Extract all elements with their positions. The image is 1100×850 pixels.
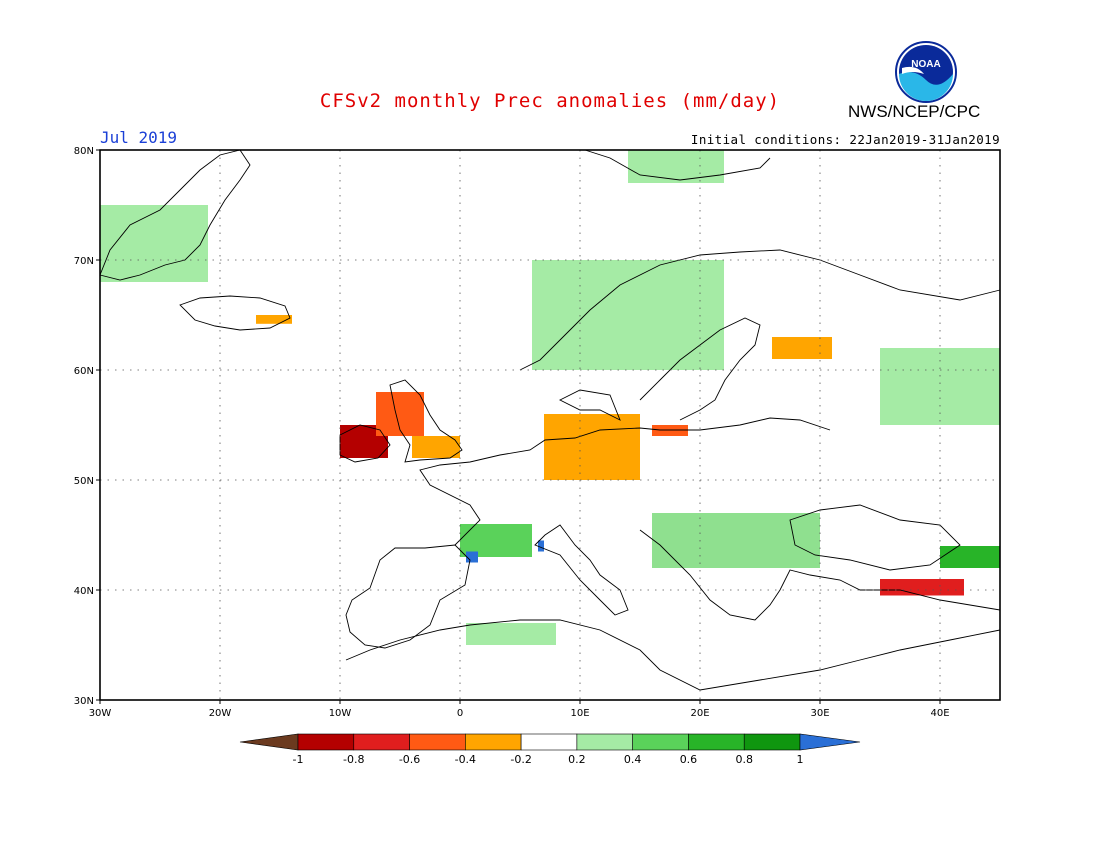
anomaly-cell (100, 205, 208, 282)
lon-label: 10W (329, 708, 352, 719)
colorbar-box (576, 733, 633, 751)
colorbar: -1 -0.8 -0.6 -0.4 -0.2 0.2 0.4 0.6 0.8 1 (239, 733, 861, 766)
lat-label: 50N (74, 476, 94, 487)
map-title: CFSv2 monthly Prec anomalies (mm/day) (319, 90, 781, 112)
anomaly-cell (466, 551, 478, 563)
anomaly-cells (100, 150, 1000, 645)
anomaly-cell (412, 436, 460, 458)
lat-label: 60N (74, 366, 94, 377)
anomaly-cell (652, 425, 688, 436)
anomaly-cell (880, 579, 964, 596)
anomaly-cell (940, 546, 1000, 568)
colorbar-box (297, 733, 355, 751)
lat-lon-grid (100, 150, 1000, 700)
colorbar-label: 1 (797, 753, 804, 766)
colorbar-box (465, 733, 522, 751)
colorbar-box (688, 733, 745, 751)
anomaly-cell (466, 623, 556, 645)
lon-label: 30E (810, 708, 829, 719)
anomaly-cell (256, 315, 292, 324)
lon-label: 40E (930, 708, 949, 719)
colorbar-label: 0.8 (735, 753, 753, 766)
lat-label: 30N (74, 696, 94, 707)
anomaly-cell (772, 337, 832, 359)
noaa-logo: NOAA (895, 41, 957, 103)
colorbar-low-arrow (239, 733, 299, 751)
lat-label: 70N (74, 256, 94, 267)
colorbar-label: 0.2 (568, 753, 586, 766)
colorbar-high-arrow (799, 733, 861, 751)
noaa-logo-text: NOAA (911, 59, 940, 70)
lon-label: 20W (209, 708, 232, 719)
colorbar-label: -0.6 (399, 753, 420, 766)
anomaly-cell (544, 414, 640, 480)
colorbar-label: -0.2 (510, 753, 531, 766)
lat-label: 40N (74, 586, 94, 597)
colorbar-box (743, 733, 801, 751)
colorbar-label: 0.4 (624, 753, 642, 766)
anomaly-cell (538, 540, 544, 552)
month-label: Jul 2019 (100, 128, 178, 147)
colorbar-label: 0.6 (680, 753, 698, 766)
initial-conditions-label: Initial conditions: 22Jan2019-31Jan2019 (690, 132, 1000, 147)
lat-label: 80N (74, 146, 94, 157)
lon-label: 30W (89, 708, 112, 719)
colorbar-label: -0.8 (343, 753, 364, 766)
lon-label: 20E (690, 708, 709, 719)
agency-label: NWS/NCEP/CPC (848, 102, 981, 121)
colorbar-box (409, 733, 466, 751)
colorbar-box (632, 733, 689, 751)
colorbar-box (520, 733, 578, 751)
anomaly-cell (532, 260, 724, 370)
anomaly-cell (652, 513, 820, 568)
coastlines (99, 149, 1001, 691)
colorbar-label: -0.4 (455, 753, 476, 766)
lon-label: 0 (457, 708, 463, 719)
latitude-labels: 80N 70N 60N 50N 40N 30N (74, 146, 100, 707)
lon-label: 10E (570, 708, 589, 719)
colorbar-box (353, 733, 410, 751)
map-frame (99, 149, 1001, 701)
colorbar-label: -1 (293, 753, 304, 766)
anomaly-cell (628, 150, 724, 183)
longitude-labels: 30W 20W 10W 0 10E 20E 30E 40E (89, 700, 950, 719)
